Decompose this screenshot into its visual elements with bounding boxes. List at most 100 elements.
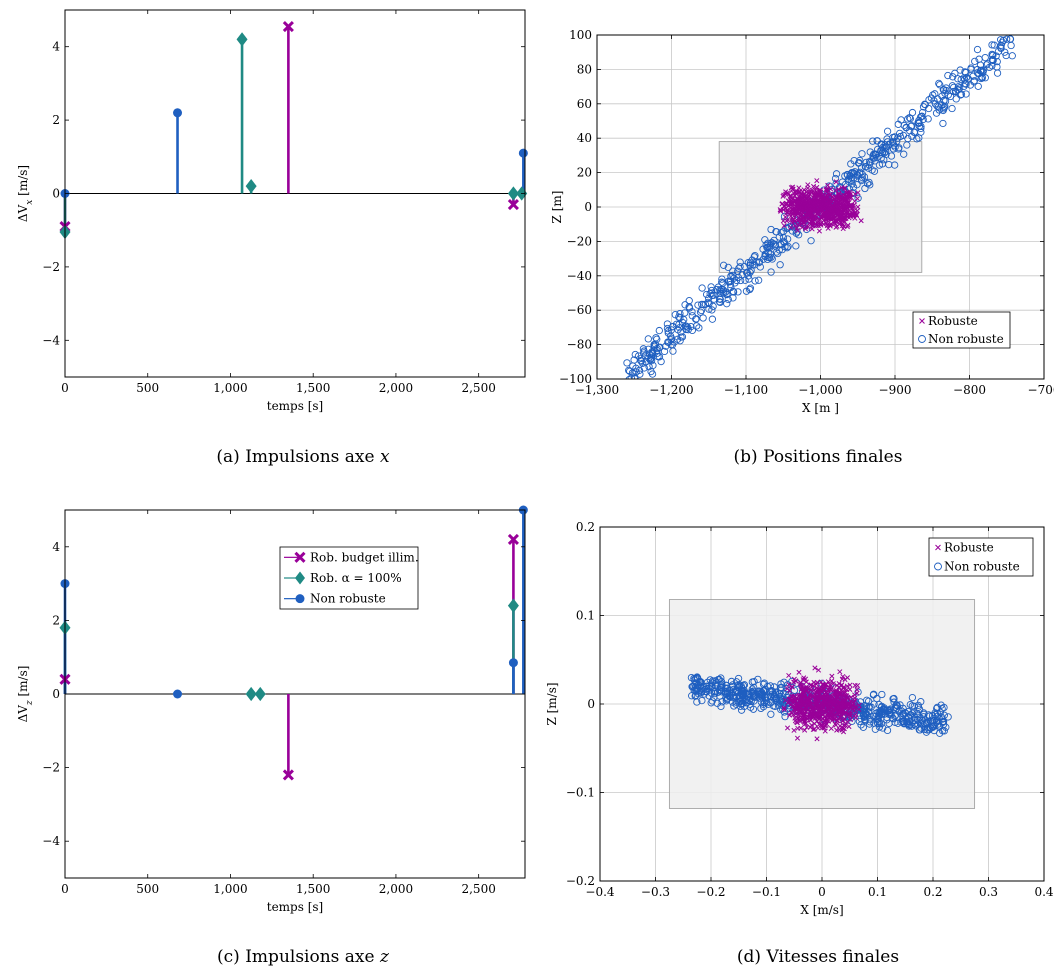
nonrobust-point xyxy=(854,172,862,180)
nonrobust-point xyxy=(767,692,775,700)
nonrobust-point xyxy=(772,690,780,698)
robust-point xyxy=(834,682,840,688)
robust-point xyxy=(829,678,835,684)
nonrobust-point xyxy=(732,276,741,285)
legend-box xyxy=(928,537,1034,577)
robust-point xyxy=(828,215,834,221)
nonrobust-point xyxy=(1006,35,1014,43)
robust-point xyxy=(815,201,821,208)
x-tick-label: −0.1 xyxy=(752,885,781,899)
nonrobust-point xyxy=(676,337,684,345)
nonrobust-point xyxy=(745,275,753,283)
robust-point xyxy=(818,679,824,685)
robust-point xyxy=(827,201,833,207)
nonrobust-point xyxy=(846,171,854,180)
robust-point xyxy=(799,710,805,717)
robust-point xyxy=(807,724,813,730)
nonrobust-point xyxy=(716,286,724,294)
robust-point xyxy=(846,212,852,218)
nonrobust-point xyxy=(724,295,732,304)
y-tick-label: 0.1 xyxy=(576,609,595,623)
x-tick-label: 0 xyxy=(818,885,826,899)
robust-point xyxy=(851,202,857,208)
nonrobust-point xyxy=(861,701,869,710)
robust-point xyxy=(807,712,813,718)
robust-point xyxy=(809,226,815,232)
robust-point xyxy=(806,193,812,199)
nonrobust-point xyxy=(766,682,775,690)
robust-point xyxy=(829,212,835,218)
nonrobust-point xyxy=(903,141,911,149)
nonrobust-point xyxy=(888,138,897,146)
nonrobust-point xyxy=(625,366,633,375)
robust-point xyxy=(839,223,846,229)
robust-point xyxy=(802,676,809,682)
y-axis-label: ΔVz [m/s] xyxy=(16,666,35,723)
robust-point xyxy=(788,225,794,231)
robust-point xyxy=(844,204,850,210)
nonrobust-point xyxy=(872,712,880,720)
nonrobust-point xyxy=(777,686,785,695)
nonrobust-point xyxy=(708,315,717,323)
nonrobust-point xyxy=(875,711,883,719)
nonrobust-point xyxy=(667,341,675,349)
robust-point xyxy=(813,681,820,687)
nonrobust-point xyxy=(921,100,929,108)
legend-label: Robuste xyxy=(944,541,994,555)
nonrobust-point xyxy=(974,82,982,90)
nonrobust-point xyxy=(648,370,657,378)
x-tick-label: 1,500 xyxy=(296,882,330,896)
robust-point xyxy=(821,725,827,731)
nonrobust-point xyxy=(865,720,874,728)
robust-point xyxy=(820,192,826,198)
nonrobust-point xyxy=(996,36,1005,44)
stem-marker xyxy=(282,769,294,781)
robust-point xyxy=(802,727,808,733)
robust-point xyxy=(835,694,841,700)
robust-point xyxy=(804,212,810,218)
robust-point xyxy=(816,721,823,727)
robust-point xyxy=(856,706,862,712)
nonrobust-point xyxy=(891,703,900,711)
nonrobust-point xyxy=(907,122,915,130)
nonrobust-point xyxy=(762,696,770,705)
robust-point xyxy=(827,682,833,688)
nonrobust-point xyxy=(696,308,705,316)
nonrobust-point xyxy=(735,682,744,690)
x-tick-label: −1,300 xyxy=(575,383,619,397)
robust-point xyxy=(825,718,831,724)
nonrobust-point xyxy=(856,168,864,176)
robust-point xyxy=(808,701,814,707)
robust-point xyxy=(840,673,846,680)
nonrobust-point xyxy=(920,710,928,719)
nonrobust-point xyxy=(913,135,921,143)
robust-point xyxy=(822,699,828,705)
robust-point xyxy=(807,220,813,227)
robust-point xyxy=(842,710,848,716)
robust-point xyxy=(809,709,815,715)
nonrobust-point xyxy=(751,251,759,260)
nonrobust-point xyxy=(685,304,694,312)
legend-box xyxy=(912,311,1011,349)
nonrobust-point xyxy=(718,278,726,286)
nonrobust-point xyxy=(924,724,932,732)
robust-point xyxy=(796,706,802,712)
y-tick-label: 60 xyxy=(577,97,592,111)
nonrobust-point xyxy=(639,345,648,353)
robust-point xyxy=(821,214,827,220)
nonrobust-point xyxy=(688,683,697,691)
nonrobust-point xyxy=(865,178,873,187)
nonrobust-point xyxy=(719,286,727,294)
robust-point xyxy=(813,199,819,205)
robust-point xyxy=(832,193,838,200)
nonrobust-point xyxy=(891,133,899,141)
nonrobust-point xyxy=(770,236,778,245)
nonrobust-point xyxy=(886,706,894,714)
y-tick-label: 4 xyxy=(52,540,60,554)
nonrobust-point xyxy=(988,41,996,49)
nonrobust-point xyxy=(719,261,728,269)
robust-point xyxy=(810,726,816,733)
robust-point xyxy=(816,228,822,234)
robust-point xyxy=(790,704,796,710)
